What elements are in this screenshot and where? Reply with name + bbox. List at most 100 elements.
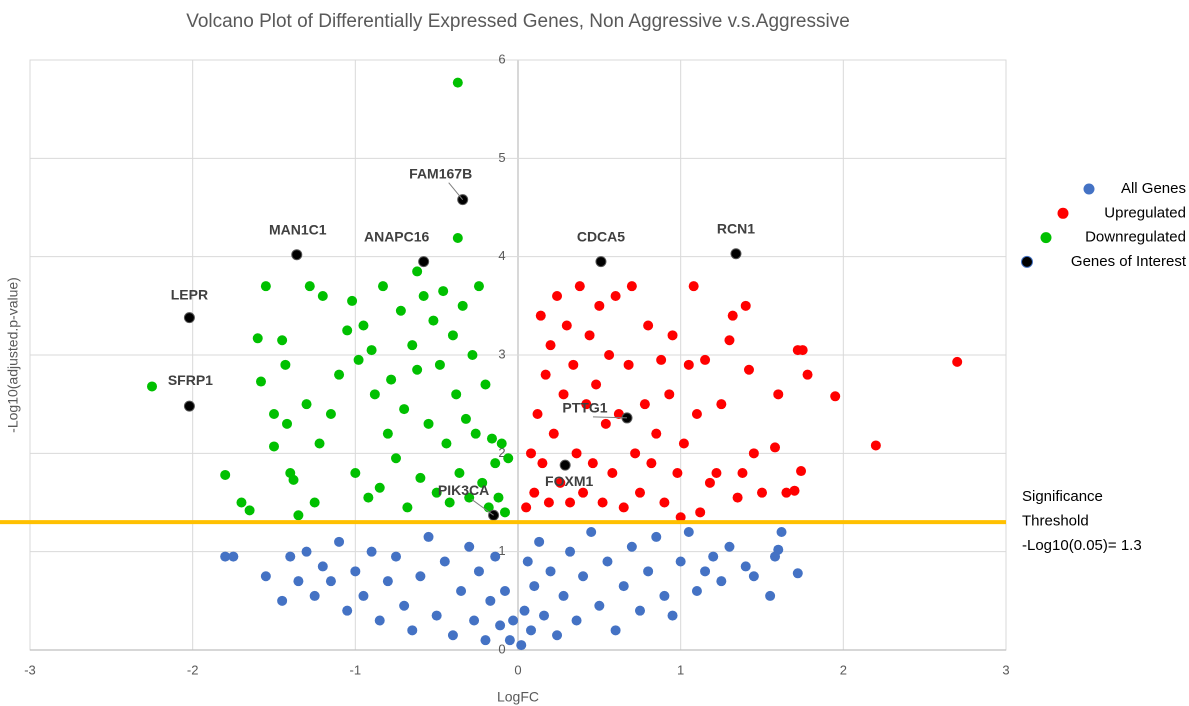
point xyxy=(423,531,434,542)
point xyxy=(667,610,678,621)
leader-line xyxy=(471,498,494,516)
point xyxy=(473,281,484,292)
y-tick-label: 5 xyxy=(498,150,505,165)
point xyxy=(659,590,670,601)
point xyxy=(610,625,621,636)
point xyxy=(545,566,556,577)
gene-label: FOXM1 xyxy=(545,473,593,489)
point xyxy=(643,566,654,577)
point xyxy=(418,291,429,301)
point xyxy=(382,576,393,587)
point xyxy=(358,590,369,601)
x-axis-label: LogFC xyxy=(497,689,539,705)
point xyxy=(447,330,458,341)
point xyxy=(770,442,781,453)
point xyxy=(526,625,537,636)
leader-line xyxy=(592,416,628,419)
point xyxy=(490,458,501,469)
point xyxy=(600,418,611,429)
point xyxy=(571,448,582,459)
gene-label: MAN1C1 xyxy=(269,221,327,237)
point xyxy=(537,458,548,469)
gene-label: ANAPC16 xyxy=(364,228,430,244)
point xyxy=(618,502,629,513)
gene-label: SFRP1 xyxy=(168,372,213,388)
point xyxy=(565,546,576,557)
point xyxy=(646,458,657,469)
point xyxy=(147,381,157,392)
gene-label: RCN1 xyxy=(717,220,755,236)
point xyxy=(952,356,963,367)
gene-label: FAM167B xyxy=(409,165,472,181)
point xyxy=(675,512,686,523)
point xyxy=(732,492,743,503)
point xyxy=(635,487,645,498)
point xyxy=(789,485,800,496)
point xyxy=(382,428,393,439)
point xyxy=(532,409,543,419)
point xyxy=(700,566,711,577)
point xyxy=(334,369,345,380)
point xyxy=(607,468,618,478)
point xyxy=(618,581,629,592)
point xyxy=(480,379,491,390)
point xyxy=(656,354,667,365)
point xyxy=(578,487,589,498)
point xyxy=(558,389,569,400)
point xyxy=(664,389,675,400)
point xyxy=(571,615,582,626)
point xyxy=(773,544,784,555)
point xyxy=(493,492,504,503)
point xyxy=(386,374,397,385)
point xyxy=(711,468,722,478)
point xyxy=(529,581,540,592)
point xyxy=(467,350,478,360)
point xyxy=(651,428,662,439)
point xyxy=(220,551,231,562)
point xyxy=(740,300,751,311)
point xyxy=(480,635,491,646)
point xyxy=(568,359,579,370)
legend-marker xyxy=(1040,232,1052,244)
point xyxy=(587,458,598,469)
point xyxy=(399,404,410,415)
legend-marker xyxy=(1057,207,1069,219)
point xyxy=(716,399,727,410)
point xyxy=(269,409,279,419)
x-tick-label: -2 xyxy=(187,662,199,677)
point xyxy=(519,605,530,616)
point xyxy=(558,590,569,601)
point xyxy=(574,281,585,292)
point xyxy=(724,335,735,346)
x-tick-label: 3 xyxy=(1002,662,1009,677)
x-tick-label: 0 xyxy=(514,662,521,677)
point xyxy=(415,472,426,483)
point xyxy=(460,413,471,424)
y-tick-label: 1 xyxy=(498,543,505,558)
point xyxy=(342,325,353,336)
point xyxy=(727,310,738,321)
point xyxy=(317,561,328,572)
legend-label: Genes of Interest xyxy=(1071,253,1187,270)
point xyxy=(643,320,654,331)
point xyxy=(683,359,694,370)
point xyxy=(353,354,364,365)
point xyxy=(504,635,515,646)
point xyxy=(737,468,748,478)
point xyxy=(358,320,369,331)
point xyxy=(395,305,406,316)
point xyxy=(561,320,572,331)
y-tick-label: 2 xyxy=(498,445,505,460)
point xyxy=(366,546,377,557)
point xyxy=(559,459,571,471)
x-tick-label: -3 xyxy=(24,662,36,677)
point xyxy=(651,531,662,542)
point xyxy=(626,281,637,292)
point xyxy=(183,400,195,412)
x-tick-label: 2 xyxy=(840,662,847,677)
point xyxy=(434,359,445,370)
point xyxy=(444,497,455,508)
point xyxy=(496,438,507,449)
point xyxy=(539,610,550,621)
